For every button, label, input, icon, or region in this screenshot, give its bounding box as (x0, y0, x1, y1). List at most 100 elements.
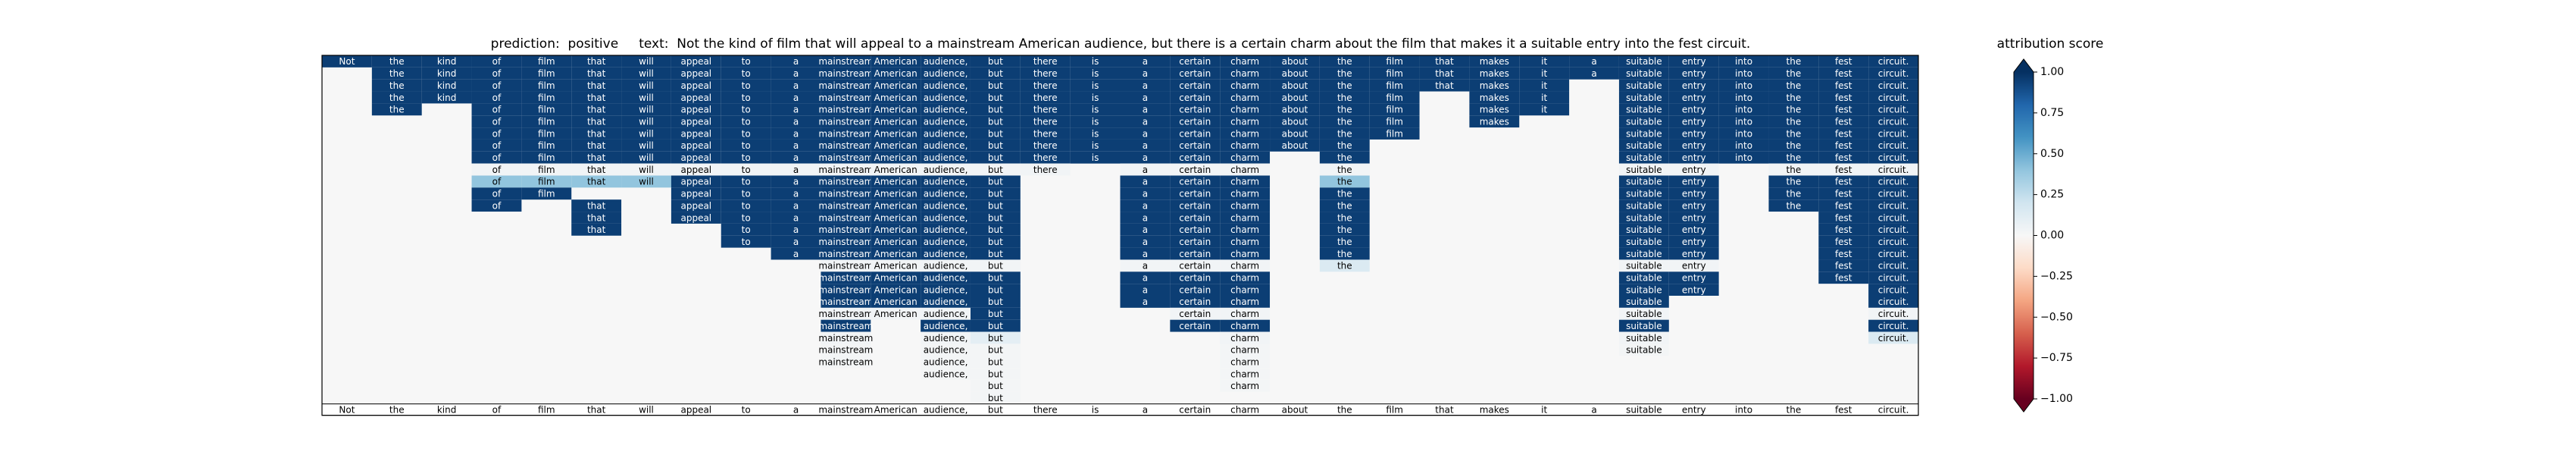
cell-token: entry (1682, 116, 1706, 127)
cell-token: mainstream (818, 212, 873, 223)
cell-token: the (1787, 152, 1802, 163)
cell-token: suitable (1626, 249, 1662, 259)
heat-cell (471, 139, 522, 152)
cell-token: charm (1230, 116, 1259, 127)
cell-token: a (793, 80, 799, 91)
cell-token: that (587, 224, 606, 235)
heat-cell (1668, 79, 1719, 92)
heat-cell (1519, 79, 1570, 92)
cell-token: suitable (1626, 165, 1662, 175)
cell-token: that (587, 93, 606, 103)
heat-cell (970, 115, 1021, 128)
heat-cell (1818, 235, 1869, 248)
cell-token: audience, (924, 189, 968, 199)
heat-cell (771, 223, 821, 236)
cell-token: a (1143, 105, 1148, 115)
cell-token: circuit. (1878, 273, 1909, 284)
heat-cell (821, 356, 871, 369)
heat-cell (821, 331, 871, 344)
heat-cell (821, 151, 871, 164)
x-token-label: film (1386, 405, 1403, 416)
heat-cell (1868, 79, 1918, 92)
cell-token: the (1787, 128, 1802, 139)
cell-token: to (742, 93, 751, 103)
heat-cell (821, 139, 871, 152)
cell-token: about (1282, 128, 1308, 139)
cell-token: of (492, 152, 502, 163)
cell-token: fest (1835, 80, 1852, 91)
heat-cell (1868, 259, 1918, 272)
cell-token: will (639, 105, 654, 115)
cell-token: to (742, 237, 751, 247)
heat-cell (1868, 115, 1918, 128)
cell-token: audience, (924, 321, 968, 331)
cell-token: to (742, 224, 751, 235)
heat-cell (1170, 91, 1221, 104)
heat-cell (571, 127, 622, 140)
cell-token: entry (1682, 105, 1706, 115)
cell-token: the (389, 68, 405, 79)
cell-token: fest (1835, 249, 1852, 259)
heat-cell (1170, 271, 1221, 284)
cell-token: the (1337, 165, 1352, 175)
heat-cell (1170, 139, 1221, 152)
cell-token: suitable (1626, 56, 1662, 67)
cell-token: the (1787, 140, 1802, 151)
cell-token: it (1541, 93, 1547, 103)
heat-cell (571, 67, 622, 80)
cell-token: certain (1179, 128, 1211, 139)
heat-cell (1270, 103, 1320, 116)
heat-cell (1220, 271, 1271, 284)
heat-cell (921, 115, 971, 128)
cell-token: charm (1230, 56, 1259, 67)
cell-token: circuit. (1878, 116, 1909, 127)
cell-token: circuit. (1878, 249, 1909, 259)
cell-token: audience, (924, 152, 968, 163)
cell-token: the (1787, 177, 1802, 187)
heat-cell (1020, 91, 1071, 104)
heat-cell (1768, 79, 1819, 92)
heat-cell (671, 55, 721, 67)
heat-cell (1220, 344, 1271, 356)
heat-cell (1668, 103, 1719, 116)
heat-cell (871, 284, 921, 296)
heat-cell (871, 175, 921, 188)
heat-cell (721, 79, 771, 92)
heat-cell (1419, 79, 1470, 92)
cell-token: audience, (924, 284, 968, 295)
cell-token: will (639, 140, 654, 151)
heat-cell (1070, 67, 1121, 80)
heat-cell (921, 151, 971, 164)
heat-cell (1170, 235, 1221, 248)
cell-token: is (1092, 68, 1099, 79)
cell-token: of (492, 165, 502, 175)
heat-cell (1220, 235, 1271, 248)
heat-cell (871, 187, 921, 200)
cell-token: American (874, 224, 918, 235)
heat-cell (1668, 115, 1719, 128)
heat-cell (371, 67, 422, 80)
cell-token: fest (1835, 261, 1852, 271)
heat-cell (1718, 91, 1769, 104)
heat-cell (921, 199, 971, 212)
heat-cell (1070, 91, 1121, 104)
heat-cell (970, 223, 1021, 236)
cell-token: to (742, 105, 751, 115)
colorbar-tick-label: 0.25 (2040, 189, 2064, 201)
heat-cell (871, 296, 921, 308)
cell-token: but (988, 284, 1003, 295)
heat-cell (921, 307, 971, 320)
cell-token: charm (1230, 321, 1259, 331)
heat-cell (1818, 271, 1869, 284)
heat-cell (1070, 115, 1121, 128)
heat-cell (1768, 139, 1819, 152)
cell-token: into (1735, 80, 1752, 91)
cell-token: audience, (924, 128, 968, 139)
cell-token: kind (437, 80, 457, 91)
cell-token: suitable (1626, 200, 1662, 211)
heat-cell (1020, 103, 1071, 116)
heat-cell (571, 91, 622, 104)
heat-cell (970, 271, 1021, 284)
heat-cell (721, 55, 771, 67)
cell-token: American (874, 68, 918, 79)
